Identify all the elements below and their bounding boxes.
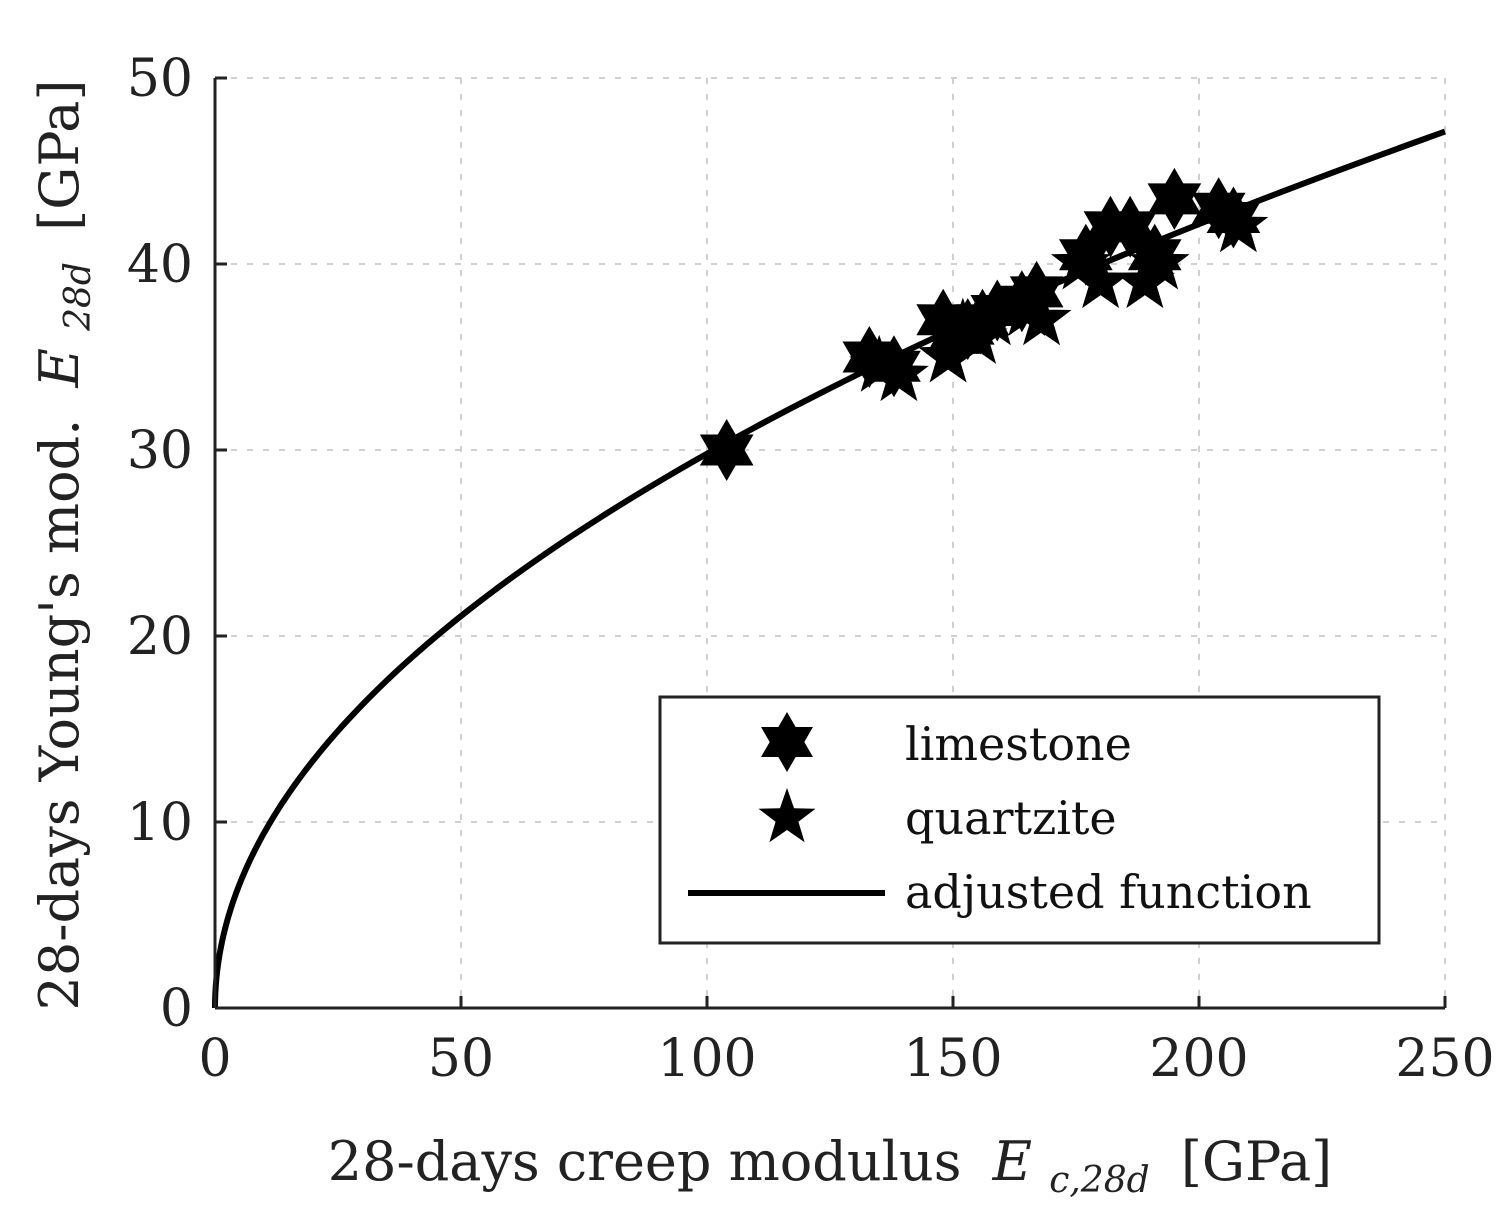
quartzite-point xyxy=(1129,232,1190,290)
legend-marker-quartzite xyxy=(758,788,816,843)
quartzite-point xyxy=(1011,288,1072,346)
y-tick-label: 30 xyxy=(127,421,193,481)
y-tick-label: 20 xyxy=(127,607,193,667)
legend-marker-limestone xyxy=(761,712,813,772)
y-tick-label: 40 xyxy=(127,235,193,295)
data-markers xyxy=(699,167,1269,482)
y-tick-label: 0 xyxy=(160,979,193,1039)
x-axis-label-symbol: E xyxy=(992,1130,1032,1193)
quartzite-point xyxy=(996,278,1057,337)
legend-label-adjusted-function: adjusted function xyxy=(905,865,1312,919)
quartzite-point xyxy=(868,344,929,402)
y-tick-label: 50 xyxy=(127,49,193,109)
x-tick-label: 0 xyxy=(198,1029,231,1089)
x-axis-label-subscript: c,28d xyxy=(1049,1160,1149,1201)
plot-axes xyxy=(213,78,1445,1010)
y-axis-label-subscript: 28d xyxy=(58,262,99,332)
limestone-point xyxy=(1147,167,1202,230)
x-tick-label: 250 xyxy=(1395,1029,1494,1089)
legend-label-limestone: limestone xyxy=(905,717,1132,771)
x-axis-label-unit: [GPa] xyxy=(1181,1130,1332,1193)
y-tick-label: 10 xyxy=(127,793,193,853)
legend: limestone quartzite adjusted function xyxy=(658,695,1381,945)
x-tick-label: 100 xyxy=(657,1029,756,1089)
axis-ticks: 0 50 100 150 200 250 0 10 20 30 40 50 xyxy=(127,49,1495,1089)
hexagram-marker xyxy=(761,712,813,772)
x-axis-label-text: 28-days creep modulus xyxy=(328,1130,962,1193)
x-tick-label: 150 xyxy=(903,1029,1002,1089)
pentagram-marker xyxy=(758,788,816,843)
legend-label-quartzite: quartzite xyxy=(905,791,1117,845)
quartzite-point xyxy=(1208,195,1269,253)
y-axis-label-unit: [GPa] xyxy=(28,79,91,230)
limestone-point xyxy=(699,418,754,482)
x-tick-label: 50 xyxy=(428,1029,494,1089)
x-axis-label: 28-days creep modulus E c,28d [GPa] xyxy=(328,1130,1332,1205)
y-axis-label: 28-days Young's mod. E 28d [GPa] xyxy=(28,79,103,1010)
y-axis-label-text: 28-days Young's mod. xyxy=(28,419,91,1011)
x-tick-label: 200 xyxy=(1149,1029,1248,1089)
y-axis-label-symbol: E xyxy=(28,348,91,388)
